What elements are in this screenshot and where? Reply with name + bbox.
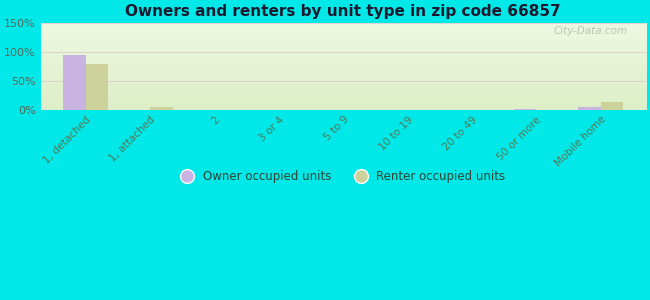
- Bar: [578, 107, 601, 110]
- Title: Owners and renters by unit type in zip code 66857: Owners and renters by unit type in zip c…: [125, 4, 561, 19]
- Bar: [63, 55, 86, 110]
- Legend: Owner occupied units, Renter occupied units: Owner occupied units, Renter occupied un…: [177, 166, 510, 188]
- Bar: [150, 106, 173, 110]
- Bar: [86, 64, 109, 110]
- Text: City-Data.com: City-Data.com: [554, 26, 628, 36]
- Bar: [601, 102, 623, 110]
